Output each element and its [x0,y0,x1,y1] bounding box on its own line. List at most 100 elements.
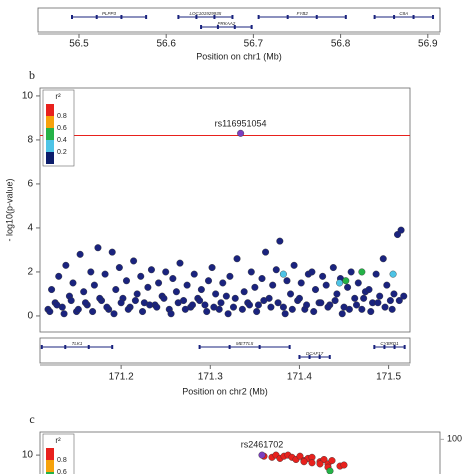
plot-box [39,87,411,333]
point [397,226,405,234]
legend-swatch [46,140,54,152]
exon [393,15,396,19]
exon [111,345,114,349]
y-tick-label: 4 [27,223,33,234]
point [276,237,284,245]
point [46,308,54,316]
legend-label: 0.6 [57,469,67,474]
point [295,294,303,302]
point [300,458,308,466]
point [210,303,218,311]
point [260,297,268,305]
point [196,297,204,305]
legend-swatch [46,448,54,460]
point [96,294,104,302]
point [290,261,298,269]
point [279,270,287,278]
legend-label: 0.2 [57,149,67,156]
legend-swatch [46,104,54,116]
exon [231,15,234,19]
point [176,259,184,267]
point [137,272,145,280]
exon [373,15,376,19]
x-tick-label: 56.6 [156,39,176,50]
point [139,308,147,316]
exon [95,15,98,19]
point [287,290,295,298]
legend-swatch [46,472,54,474]
exon [216,25,219,29]
point [303,301,311,309]
y-axis-label: - log10(p-value) [4,178,14,241]
point [76,250,84,258]
exon [383,345,386,349]
point [253,308,261,316]
point [395,297,403,305]
exon [198,345,201,349]
exon [145,15,148,19]
point [251,283,259,291]
exon [177,15,180,19]
point [254,301,262,309]
point [190,270,198,278]
point [345,305,353,313]
point [122,277,130,285]
point [374,299,382,307]
point [344,283,352,291]
point [358,305,366,313]
legend-label: 0.8 [57,113,67,120]
point [55,272,63,280]
point [174,299,182,307]
point [155,279,163,287]
y-tick-label: 2 [27,267,33,278]
point [353,301,361,309]
point [379,255,387,263]
x-tick-label: 171.4 [287,372,312,383]
point [326,467,334,474]
point [308,459,316,467]
exon [308,355,311,359]
exon [286,15,289,19]
y-tick-label: 6 [27,179,33,190]
point [288,305,296,313]
point [262,248,270,256]
point [226,272,234,280]
gene-label: CYBRD1 [380,341,399,346]
point [183,281,191,289]
point [367,308,375,316]
point [94,244,102,252]
point [205,277,213,285]
legend-label: 0.8 [57,457,67,464]
exon [403,345,406,349]
point [238,305,246,313]
point [365,286,373,294]
point [400,292,408,300]
exon [213,15,216,19]
legend-swatch [46,128,54,140]
point [89,308,97,316]
exon [250,25,253,29]
gene-label: TLK1 [72,341,83,346]
track-box [39,337,411,364]
point [351,294,359,302]
point [188,301,196,309]
point [247,268,255,276]
point [267,303,275,311]
point [354,279,362,287]
point [217,299,225,307]
point [389,270,397,278]
point [80,288,88,296]
point [117,299,125,307]
point [108,248,116,256]
point [87,268,95,276]
point [331,297,339,305]
x-tick-label: 171.2 [109,372,134,383]
point [390,290,398,298]
annotation: rs2461702 [241,439,284,449]
point [133,290,141,298]
point [67,297,75,305]
point [340,461,348,469]
point [212,290,220,298]
point [90,281,98,289]
point [69,279,77,287]
